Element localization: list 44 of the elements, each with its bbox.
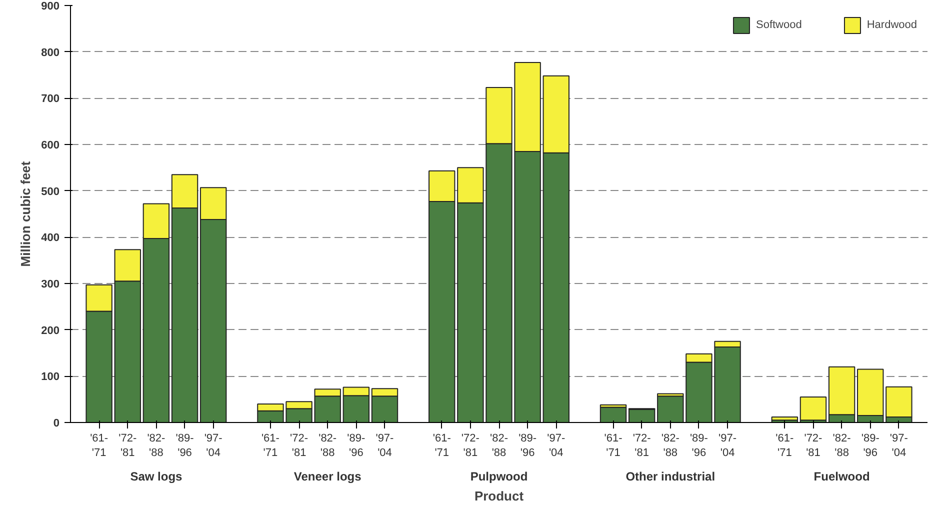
x-tick-label: '89-'96 xyxy=(176,432,194,459)
text: Fuelwood xyxy=(814,470,870,484)
x-tick-label: '82-'88 xyxy=(661,432,680,459)
x-tick-label: '61-'71 xyxy=(776,432,794,459)
x-tick-label: '89-'96 xyxy=(347,432,366,459)
y-tick-label: 0 xyxy=(53,418,60,430)
x-tick-label: '89-'96 xyxy=(518,432,537,459)
x-tick-label: '82-'88 xyxy=(147,432,166,459)
x-tick-label: '97-'04 xyxy=(376,432,394,459)
x-tick-label: '72-'81 xyxy=(632,432,652,459)
x-tick-label: '61-'71 xyxy=(261,432,280,459)
x-tick-label: '72-'81 xyxy=(804,432,823,459)
x-tick-label: '61-'71 xyxy=(604,432,623,459)
y-tick-label: 600 xyxy=(41,140,60,152)
x-tick-label: '82-'88 xyxy=(318,432,337,459)
x-tick-label: '61-'71 xyxy=(90,432,108,459)
y-tick-label: 100 xyxy=(41,371,60,384)
x-tick-label: '72-'81 xyxy=(290,432,308,459)
y-axis-title: Million cubic feet xyxy=(18,160,34,267)
y-tick-label: 400 xyxy=(41,232,60,244)
x-tick-label: '82-'88 xyxy=(490,432,508,459)
x-tick-label: '61-'71 xyxy=(432,432,452,459)
x-tick-label: '89-'96 xyxy=(861,432,880,459)
y-tick-label: 700 xyxy=(41,93,60,106)
x-tick-label: '97-'04 xyxy=(547,432,566,459)
legend-label: Softwood xyxy=(756,19,802,31)
x-tick-label: '97-'04 xyxy=(718,432,737,459)
text: Saw logs xyxy=(130,470,183,484)
y-tick-label: 300 xyxy=(41,278,60,290)
y-tick-label: 900 xyxy=(41,0,60,12)
x-tick-label: '72-'81 xyxy=(118,432,137,459)
text: Other industrial xyxy=(626,470,716,484)
text: Pulpwood xyxy=(470,470,528,484)
x-tick-label: '97-'04 xyxy=(890,432,908,459)
text: Veneer logs xyxy=(294,470,362,484)
x-tick-label: '89-'96 xyxy=(690,432,708,459)
x-tick-label: '97-'04 xyxy=(204,432,223,459)
legend-label: Hardwood xyxy=(866,19,917,31)
x-tick-label: '82-'88 xyxy=(832,432,852,459)
y-tick-label: 800 xyxy=(41,46,60,59)
x-axis-title: Product xyxy=(474,488,524,504)
x-tick-label: '72-'81 xyxy=(461,432,480,459)
y-tick-label: 500 xyxy=(41,186,60,198)
y-tick-label: 200 xyxy=(41,324,60,337)
